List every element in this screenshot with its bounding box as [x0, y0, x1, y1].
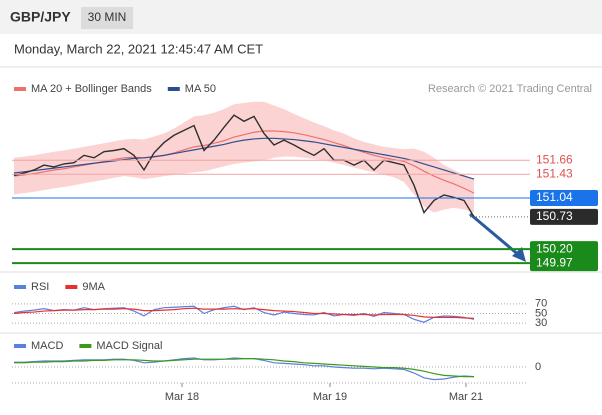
y-tick-label: 70: [535, 298, 547, 310]
indicator-line: [13, 307, 475, 319]
y-tick-label: 30: [535, 317, 547, 329]
y-tick-label: 50: [535, 307, 547, 319]
level-label: 150.20: [536, 241, 573, 255]
legend-swatch: [167, 87, 180, 91]
legend-swatch: [79, 344, 92, 348]
x-tick-label: Mar 19: [313, 391, 347, 403]
timeframe-button[interactable]: [81, 7, 133, 29]
x-tick-label: Mar 18: [165, 391, 199, 403]
level-label: 149.97: [536, 255, 573, 269]
legend-label: MA 50: [185, 83, 216, 95]
level-label: 150.73: [536, 209, 573, 223]
credit: Research © 2021 Trading Central: [428, 83, 592, 95]
timeframe[interactable]: 30 MIN: [88, 10, 127, 24]
bollinger-band: [14, 101, 474, 213]
indicator-line: [14, 358, 474, 378]
legend-swatch: [14, 344, 26, 348]
price-line: [13, 114, 475, 218]
level-box: [530, 241, 598, 258]
legend-swatch: [14, 285, 26, 289]
legend-swatch: [65, 285, 78, 289]
date: Monday, March 22, 2021 12:45:47 AM CET: [14, 41, 263, 56]
legend-label: MACD: [31, 340, 63, 352]
pair: GBP/JPY: [10, 9, 71, 25]
level-box: [530, 208, 598, 225]
legend-swatch: [14, 87, 26, 91]
level-label: 151.66: [536, 152, 573, 166]
legend-label: 9MA: [82, 281, 105, 293]
indicator-line: [13, 137, 475, 180]
legend-label: RSI: [31, 281, 49, 293]
arrow-head: [512, 247, 526, 262]
y-tick-label: 0: [535, 361, 541, 373]
x-tick-label: Mar 21: [449, 391, 483, 403]
legend-label: MA 20 + Bollinger Bands: [31, 83, 152, 95]
level-label: 151.43: [536, 166, 573, 180]
level-box: [530, 255, 598, 272]
level-box: [530, 189, 598, 206]
level-label: 151.04: [536, 190, 573, 204]
legend-label: MACD Signal: [96, 340, 162, 352]
